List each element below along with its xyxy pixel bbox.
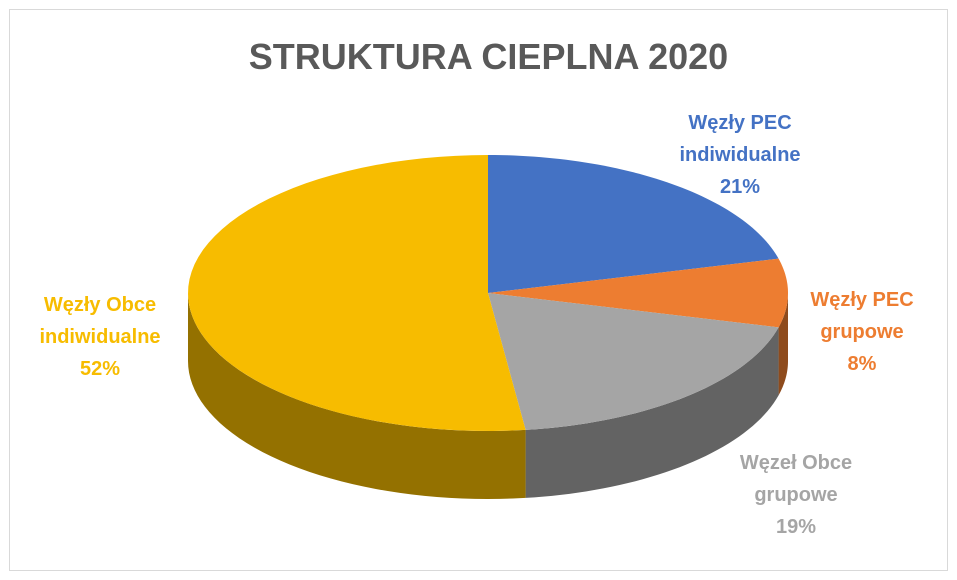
data-label: Węzeł Obce grupowe 19%: [711, 447, 881, 543]
chart-title: STRUKTURA CIEPLNA 2020: [248, 36, 729, 77]
data-label: Węzły Obce indiwidualne 52%: [15, 289, 185, 385]
slice-side: [188, 293, 526, 499]
slice: [188, 155, 526, 431]
data-label: Węzły PEC grupowe 8%: [777, 284, 947, 380]
category-label: Węzły PEC indiwidualne: [679, 112, 801, 166]
category-label: Węzły PEC grupowe: [810, 289, 914, 343]
slice-side: [525, 327, 779, 498]
value-label: 52%: [79, 358, 121, 380]
slice: [488, 258, 788, 328]
value-label: 8%: [847, 353, 877, 375]
value-label: 19%: [775, 516, 817, 538]
slice: [488, 155, 779, 293]
slice-side: [778, 293, 788, 396]
category-label: Węzły Obce indiwidualne: [39, 294, 161, 348]
category-label: Węzeł Obce grupowe: [739, 452, 853, 506]
data-label: Węzły PEC indiwidualne 21%: [655, 107, 825, 203]
value-label: 21%: [719, 176, 761, 198]
slice: [488, 293, 779, 430]
